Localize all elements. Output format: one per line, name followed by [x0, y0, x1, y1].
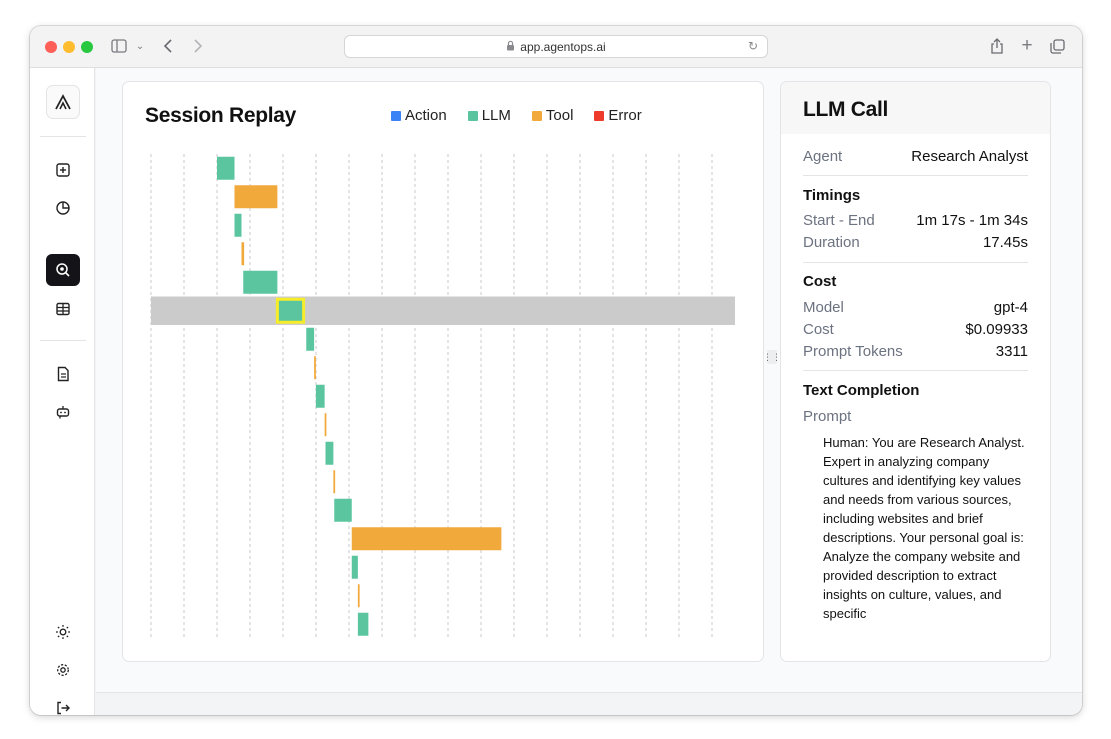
model-label: Model: [803, 299, 844, 316]
duration-row: Duration 17.45s: [803, 234, 1028, 251]
timeline-event-bar-llm[interactable]: [325, 441, 334, 465]
start-end-row: Start - End 1m 17s - 1m 34s: [803, 212, 1028, 229]
chevron-down-icon[interactable]: ⌄: [135, 40, 145, 52]
theme-sun-icon[interactable]: [46, 616, 80, 648]
zoom-window-button[interactable]: [81, 41, 93, 53]
browser-window: ⌄ app.agentops.ai ↻ +: [30, 26, 1082, 715]
model-row: Model gpt-4: [803, 299, 1028, 316]
start-end-value: 1m 17s - 1m 34s: [916, 212, 1028, 229]
chart-legend: Action LLM Tool Error: [391, 107, 642, 124]
text-completion-heading: Text Completion: [803, 382, 920, 399]
timeline-event-bar-tool[interactable]: [234, 185, 278, 209]
agent-row: Agent Research Analyst: [803, 148, 1028, 165]
cost-row: Cost $0.09933: [803, 321, 1028, 338]
new-session-icon[interactable]: [46, 154, 80, 186]
timeline-event-bar-tool[interactable]: [357, 584, 360, 608]
sidebar-divider: [40, 136, 86, 137]
legend-swatch-llm: [467, 110, 478, 121]
back-arrow-icon[interactable]: [160, 36, 176, 56]
app-sidebar: [30, 68, 95, 715]
logout-icon[interactable]: [46, 692, 80, 715]
timeline-event-bar-llm[interactable]: [351, 555, 358, 579]
timeline-event-bar-llm[interactable]: [357, 612, 369, 636]
prompt-text: Human: You are Research Analyst. Expert …: [823, 435, 1025, 621]
agent-bot-icon[interactable]: [46, 396, 80, 428]
reload-icon[interactable]: ↻: [747, 39, 758, 53]
timeline-event-bar-tool[interactable]: [333, 470, 336, 494]
detail-title: LLM Call: [803, 98, 889, 121]
url-text: app.agentops.ai: [520, 39, 606, 54]
main-content: Session Replay Action LLM Tool Error: [96, 68, 1082, 692]
divider: [803, 370, 1028, 371]
legend-item-llm: LLM: [467, 107, 511, 124]
minimize-window-button[interactable]: [63, 41, 75, 53]
sidebar-toggle-icon[interactable]: [110, 36, 128, 56]
panel-resize-handle[interactable]: ⋮⋮: [763, 350, 781, 364]
timings-heading: Timings: [803, 187, 861, 204]
tab-overview-icon[interactable]: [1048, 36, 1066, 56]
legend-swatch-action: [391, 110, 401, 121]
timeline-event-bar-llm[interactable]: [306, 327, 315, 351]
start-end-label: Start - End: [803, 212, 875, 229]
table-icon[interactable]: [46, 293, 80, 325]
share-icon[interactable]: [988, 36, 1006, 56]
divider: [803, 262, 1028, 263]
timeline-event-bar-llm[interactable]: [217, 156, 235, 180]
legend-label-error: Error: [608, 107, 642, 124]
duration-label: Duration: [803, 234, 860, 251]
session-replay-title: Session Replay: [145, 104, 297, 127]
legend-item-action: Action: [391, 107, 447, 124]
bottom-status-bar: [96, 692, 1082, 715]
session-replay-icon[interactable]: [46, 254, 80, 286]
timeline-event-bar-llm[interactable]: [315, 384, 325, 408]
agent-value: Research Analyst: [911, 148, 1028, 165]
legend-swatch-error: [594, 110, 605, 121]
timeline-event-bar-llm[interactable]: [234, 213, 242, 237]
cost-label: Cost: [803, 321, 834, 338]
lock-icon: [506, 40, 515, 54]
timeline-event-bar-tool[interactable]: [241, 242, 245, 266]
divider: [803, 175, 1028, 176]
legend-label-llm: LLM: [481, 107, 511, 124]
timeline-event-bar-llm[interactable]: [243, 270, 278, 294]
timeline-event-bar-llm[interactable]: [334, 498, 352, 522]
timeline-event-bar-llm[interactable]: [275, 297, 306, 324]
new-tab-icon[interactable]: +: [1021, 35, 1033, 56]
cost-heading: Cost: [803, 273, 837, 290]
browser-toolbar: ⌄ app.agentops.ai ↻ +: [30, 26, 1082, 68]
close-window-button[interactable]: [45, 41, 57, 53]
legend-label-action: Action: [405, 107, 447, 124]
model-value: gpt-4: [993, 299, 1028, 316]
duration-value: 17.45s: [982, 234, 1028, 251]
prompt-tokens-label: Prompt Tokens: [803, 343, 903, 360]
prompt-label: Prompt: [803, 408, 852, 425]
document-icon[interactable]: [46, 358, 80, 390]
prompt-tokens-row: Prompt Tokens 3311: [803, 343, 1028, 360]
legend-item-error: Error: [594, 107, 642, 124]
settings-gear-icon[interactable]: [46, 654, 80, 686]
selected-row-highlight: [151, 296, 735, 325]
cost-value: $0.09933: [965, 321, 1028, 338]
legend-item-tool: Tool: [531, 107, 574, 124]
forward-arrow-icon[interactable]: [190, 36, 206, 56]
llm-call-detail-panel: LLM Call Agent Research Analyst Timings …: [780, 81, 1051, 662]
legend-label-tool: Tool: [545, 107, 574, 124]
timeline-event-bar-tool[interactable]: [324, 413, 327, 437]
legend-swatch-tool: [531, 110, 542, 121]
address-bar[interactable]: app.agentops.ai ↻: [344, 35, 768, 58]
detail-header: LLM Call: [781, 82, 1050, 134]
sidebar-divider: [40, 340, 86, 341]
timeline-event-bar-tool[interactable]: [314, 356, 316, 380]
analytics-icon[interactable]: [46, 192, 80, 224]
prompt-tokens-value: 3311: [995, 343, 1028, 360]
agent-label: Agent: [803, 148, 843, 165]
session-replay-panel: Session Replay Action LLM Tool Error: [122, 81, 764, 662]
agentops-logo[interactable]: [46, 85, 80, 119]
timeline-event-bar-tool[interactable]: [351, 527, 502, 551]
session-timeline-chart[interactable]: [123, 82, 765, 663]
